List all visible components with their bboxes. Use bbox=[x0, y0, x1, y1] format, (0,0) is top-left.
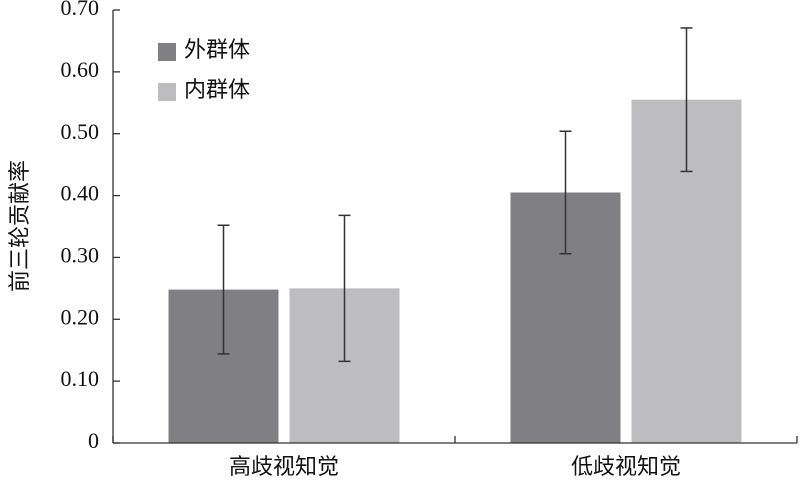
error-bar bbox=[680, 27, 693, 173]
error-bar bbox=[217, 224, 230, 355]
y-tick-label: 0.70 bbox=[61, 0, 100, 20]
y-tick-label: 0.50 bbox=[61, 119, 100, 144]
x-tick-label: 低歧视知觉 bbox=[571, 454, 681, 479]
legend-swatch bbox=[158, 83, 176, 101]
error-bar bbox=[559, 130, 572, 255]
y-tick-label: 0 bbox=[88, 428, 99, 453]
y-tick-label: 0.20 bbox=[61, 304, 100, 329]
error-bar bbox=[338, 214, 351, 363]
y-tick-label: 0.30 bbox=[61, 242, 100, 267]
y-axis-label: 前三轮贡献率 bbox=[7, 160, 32, 292]
legend-label: 内群体 bbox=[184, 77, 250, 102]
legend-swatch bbox=[158, 43, 176, 61]
y-tick-label: 0.10 bbox=[61, 366, 100, 391]
x-tick-label: 高歧视知觉 bbox=[229, 454, 339, 479]
legend-label: 外群体 bbox=[184, 37, 250, 62]
y-tick-label: 0.40 bbox=[61, 181, 100, 206]
y-tick-label: 0.60 bbox=[61, 57, 100, 82]
